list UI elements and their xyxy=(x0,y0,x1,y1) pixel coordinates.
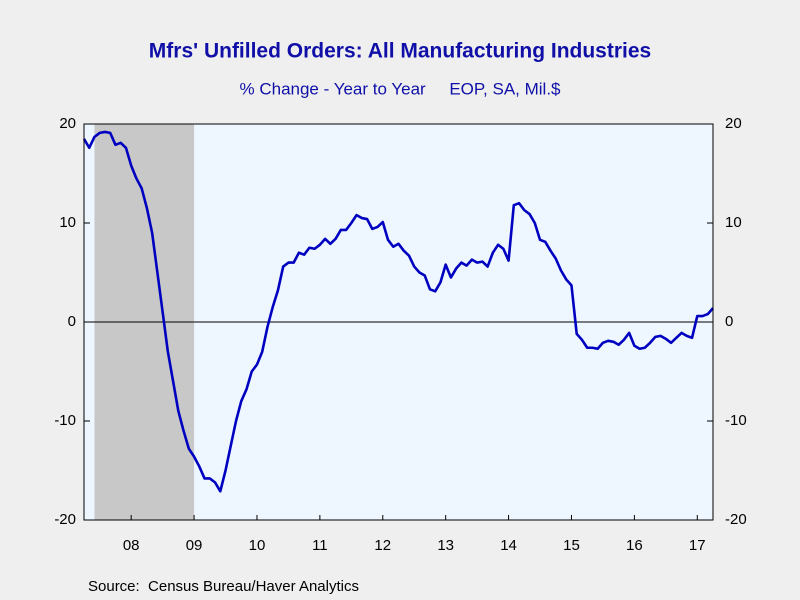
x-tick-label: 12 xyxy=(374,537,391,554)
y-tick-label: -20 xyxy=(54,511,76,528)
x-tick-label: 15 xyxy=(563,537,580,554)
x-tick-label: 11 xyxy=(312,537,328,554)
y-tick-label: 20 xyxy=(59,115,76,132)
x-tick-label: 17 xyxy=(689,537,706,554)
x-tick-label: 09 xyxy=(186,537,203,554)
chart-subtitle: % Change - Year to Year EOP, SA, Mil.$ xyxy=(240,79,562,98)
source-note: Source: Census Bureau/Haver Analytics xyxy=(88,578,359,595)
y2-tick-label: -10 xyxy=(725,412,747,429)
x-tick-label: 14 xyxy=(500,537,517,554)
y2-tick-label: -20 xyxy=(725,511,747,528)
data-line xyxy=(82,130,714,493)
y2-tick-label: 10 xyxy=(725,214,742,231)
x-tick-label: 16 xyxy=(626,537,643,554)
chart-title: Mfrs' Unfilled Orders: All Manufacturing… xyxy=(149,40,651,63)
plot-border xyxy=(83,123,714,521)
y2-tick-label: 0 xyxy=(725,313,733,330)
x-tick-label: 13 xyxy=(437,537,454,554)
y2-tick-label: 20 xyxy=(725,115,742,132)
x-tick-label: 08 xyxy=(123,537,140,554)
y-tick-label: -10 xyxy=(54,412,76,429)
y-tick-label: 10 xyxy=(59,214,76,231)
x-tick-label: 10 xyxy=(249,537,266,554)
y-tick-label: 0 xyxy=(68,313,76,330)
